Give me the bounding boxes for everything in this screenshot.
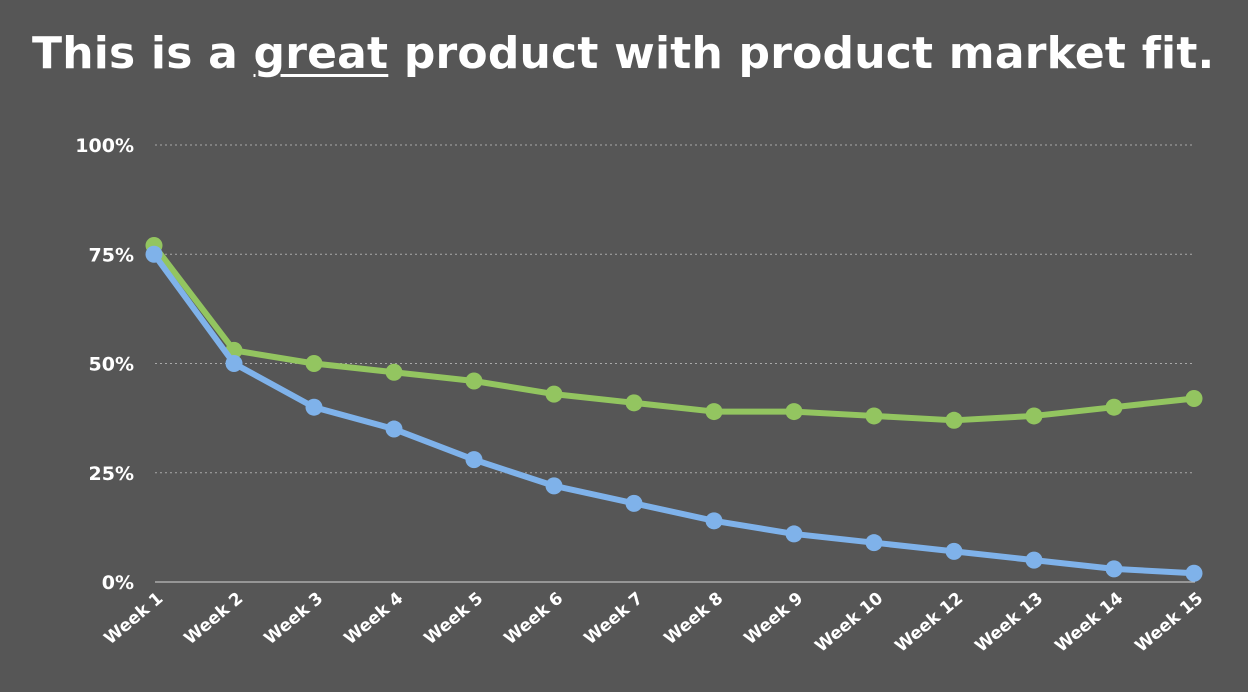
x-tick-label: Week 1 bbox=[101, 589, 168, 649]
data-point bbox=[705, 512, 723, 530]
series-line bbox=[151, 251, 1197, 577]
data-point bbox=[385, 363, 403, 381]
data-point bbox=[785, 403, 803, 421]
data-point bbox=[465, 372, 483, 390]
data-point bbox=[225, 355, 243, 372]
data-point bbox=[1025, 407, 1043, 425]
x-tick-label: Week 12 bbox=[891, 589, 967, 657]
data-point bbox=[305, 398, 323, 416]
data-point bbox=[305, 355, 323, 372]
data-point bbox=[945, 542, 963, 560]
data-point bbox=[1105, 398, 1123, 416]
y-tick-label: 25% bbox=[89, 463, 134, 485]
data-point bbox=[1025, 551, 1043, 569]
data-point bbox=[545, 477, 563, 495]
x-tick-label: Week 10 bbox=[811, 588, 887, 656]
x-tick-label: Week 3 bbox=[261, 589, 328, 649]
y-tick-label: 0% bbox=[102, 572, 134, 594]
x-tick-label: Week 5 bbox=[421, 589, 488, 649]
data-point bbox=[865, 407, 883, 425]
y-tick-label: 100% bbox=[75, 135, 134, 157]
data-point bbox=[545, 385, 563, 403]
data-point bbox=[705, 403, 723, 421]
x-tick-label: Week 7 bbox=[581, 589, 648, 649]
title-part-1: This is a bbox=[32, 28, 254, 79]
data-point bbox=[865, 534, 883, 552]
slide-title: This is a great product with product mar… bbox=[32, 28, 1214, 81]
x-tick-label: Week 15 bbox=[1131, 589, 1207, 657]
series-line bbox=[151, 242, 1197, 424]
x-tick-label: Week 2 bbox=[181, 589, 248, 649]
data-point bbox=[625, 394, 643, 412]
data-point bbox=[785, 525, 803, 543]
x-tick-label: Week 14 bbox=[1051, 588, 1127, 656]
data-point bbox=[385, 420, 403, 438]
data-point bbox=[465, 451, 483, 469]
data-point bbox=[625, 494, 643, 512]
x-tick-label: Week 4 bbox=[341, 588, 408, 649]
data-point bbox=[1185, 389, 1203, 407]
x-tick-label: Week 9 bbox=[741, 589, 808, 649]
x-tick-label: Week 13 bbox=[971, 589, 1047, 657]
title-part-2: product with product market fit. bbox=[388, 28, 1215, 79]
data-point bbox=[145, 245, 163, 263]
data-point bbox=[1185, 564, 1203, 582]
title-emphasis: great bbox=[253, 28, 389, 79]
y-tick-label: 50% bbox=[89, 354, 134, 376]
y-tick-label: 75% bbox=[89, 244, 134, 266]
x-tick-label: Week 8 bbox=[661, 589, 728, 649]
data-point bbox=[945, 411, 963, 429]
x-tick-label: Week 6 bbox=[501, 589, 568, 649]
data-point bbox=[1105, 560, 1123, 578]
